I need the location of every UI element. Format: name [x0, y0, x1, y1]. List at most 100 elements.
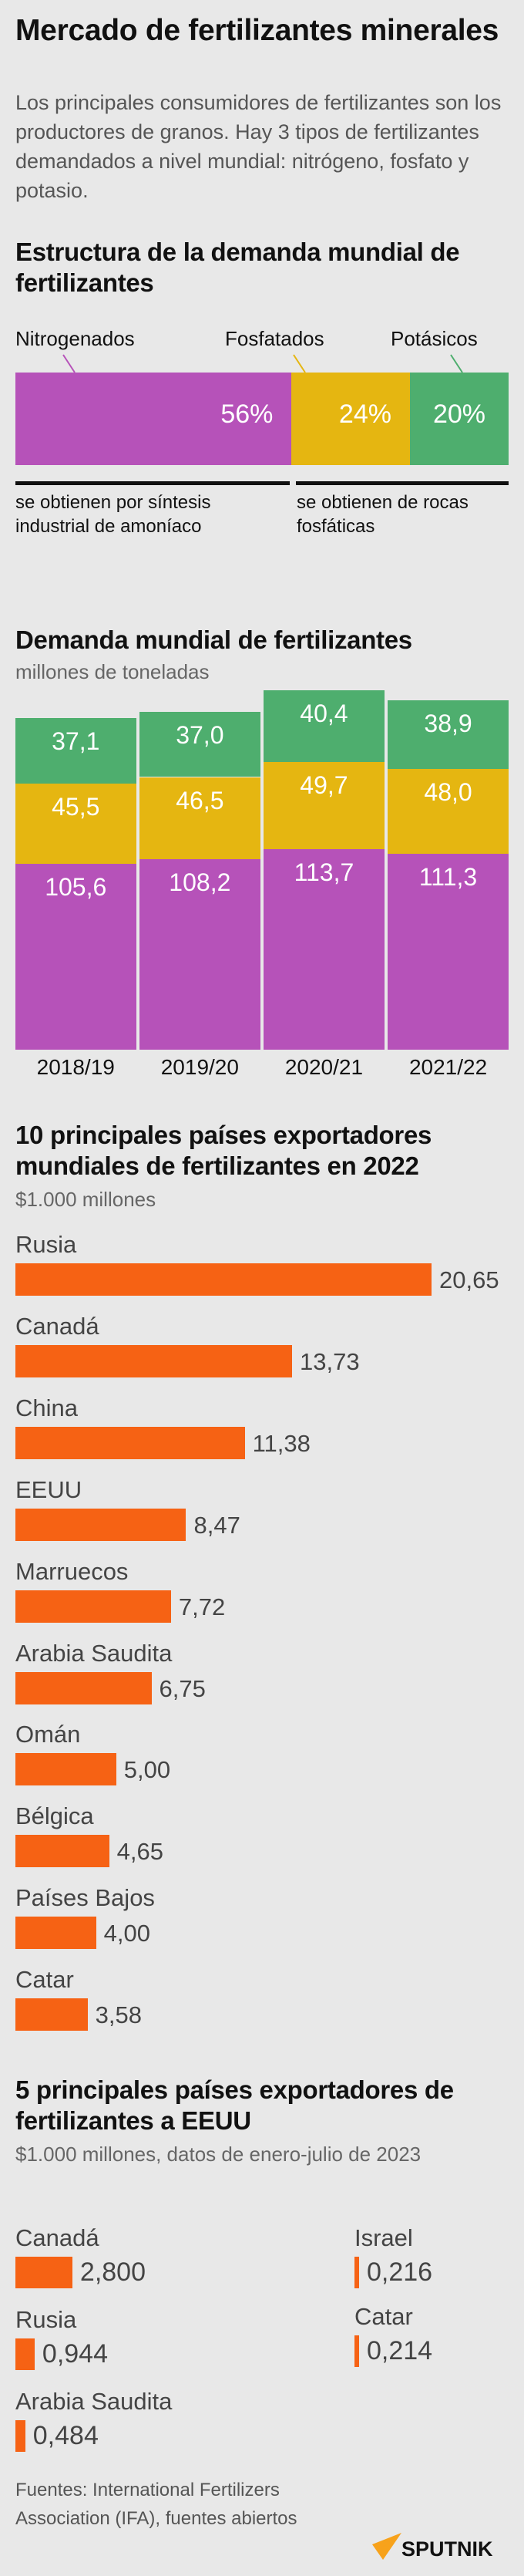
demand-bar-segment [15, 717, 136, 784]
demand-value-label: 37,0 [176, 720, 224, 749]
country-label: EEUU [15, 1475, 82, 1503]
demand-value-label: 108,2 [169, 868, 231, 896]
sources-note: Fuentes: International Fertilizers Assoc… [15, 2480, 297, 2529]
export-value: 20,65 [438, 1266, 499, 1293]
us-export-value: 0,216 [367, 2257, 433, 2287]
country-label: Catar [15, 1966, 74, 1994]
export-bar [15, 1426, 245, 1459]
structure-category-label: Potásicos [391, 327, 478, 350]
export-bar [15, 1998, 88, 2031]
demand-value-label: 37,1 [52, 727, 100, 755]
structure-percent-label: 20% [432, 400, 485, 429]
export-value: 11,38 [252, 1429, 311, 1457]
structure-segment-2 [410, 373, 509, 465]
export-value: 6,75 [159, 1674, 206, 1702]
demand-value-label: 113,7 [294, 858, 354, 887]
note-rocks: se obtienen de rocas fosfáticas [297, 492, 469, 537]
demand-value-label: 105,6 [45, 872, 107, 901]
note-synthesis: se obtienen por síntesis industrial de a… [15, 492, 211, 537]
export-bar [15, 1590, 171, 1623]
leader-line [62, 354, 76, 373]
demand-bar-segment [15, 783, 136, 864]
demand-bar-segment [264, 849, 385, 1050]
country-label: Rusia [15, 1231, 77, 1258]
us-export-bar [15, 2257, 72, 2288]
us-country-label: Catar [354, 2303, 413, 2330]
export-bar [15, 1753, 116, 1786]
export-bar [15, 1344, 293, 1377]
demand-value-label: 38,9 [424, 710, 472, 738]
demand-value-label: 46,5 [176, 786, 224, 814]
sputnik-logo: SPUTNIK [372, 2531, 511, 2562]
structure-segment-1 [291, 373, 410, 465]
exporters-chart-subtitle: $1.000 millones [15, 1188, 156, 1211]
demand-bar-segment [388, 853, 509, 1050]
demand-chart-title: Demanda mundial de fertilizantes [15, 625, 412, 654]
export-bar [15, 1917, 96, 1950]
export-value: 4,65 [116, 1838, 163, 1866]
export-bar [15, 1508, 186, 1541]
year-label: 2021/22 [408, 1055, 488, 1079]
demand-bar-segment [264, 761, 385, 850]
demand-value-label: 49,7 [300, 770, 348, 799]
us-country-label: Israel [354, 2224, 413, 2251]
us-export-bar [15, 2338, 35, 2370]
structure-percent-label: 56% [220, 400, 274, 429]
export-value: 4,00 [103, 1920, 150, 1947]
country-label: Marruecos [15, 1557, 129, 1585]
demand-bar-segment [139, 858, 260, 1050]
demand-bar-segment [15, 863, 136, 1050]
us-export-value: 0,484 [32, 2421, 99, 2450]
demand-bar-segment [388, 700, 509, 769]
us-export-value: 0,944 [42, 2339, 108, 2369]
country-label: Bélgica [15, 1802, 94, 1830]
us-exporters-chart-subtitle: $1.000 millones, datos de enero-julio de… [15, 2143, 422, 2166]
us-exporters-chart-title: 5 principales países exportadores de fer… [15, 2075, 454, 2135]
export-value: 13,73 [300, 1347, 360, 1375]
export-bar [15, 1671, 152, 1704]
demand-value-label: 111,3 [418, 862, 478, 891]
us-export-bar [354, 2257, 359, 2288]
demand-bar-segment [139, 711, 260, 777]
export-value: 8,47 [193, 1511, 240, 1539]
demand-bar-segment [139, 777, 260, 859]
export-value: 5,00 [123, 1756, 171, 1784]
us-country-label: Canadá [15, 2224, 99, 2251]
structure-percent-label: 24% [338, 400, 391, 429]
country-label: China [15, 1394, 78, 1421]
export-value: 3,58 [95, 2001, 142, 2029]
export-bar [15, 1263, 432, 1296]
demand-chart-subtitle: millones de toneladas [15, 660, 210, 683]
svg-text:SPUTNIK: SPUTNIK [401, 2537, 493, 2561]
year-label: 2019/20 [160, 1055, 239, 1079]
us-country-label: Arabia Saudita [15, 2388, 173, 2415]
demand-bar-segment [264, 690, 385, 762]
demand-bar-segment [388, 768, 509, 854]
year-label: 2018/19 [36, 1055, 115, 1079]
demand-value-label: 40,4 [300, 700, 348, 728]
leader-line [450, 354, 463, 373]
demand-value-label: 45,5 [52, 792, 100, 821]
structure-category-label: Nitrogenados [15, 327, 135, 350]
demand-value-label: 48,0 [424, 777, 472, 806]
export-value: 7,72 [178, 1593, 226, 1620]
country-label: Países Bajos [15, 1884, 155, 1912]
sputnik-logo-icon: SPUTNIK [372, 2533, 493, 2561]
structure-category-label: Fosfatados [225, 327, 324, 350]
country-label: Canadá [15, 1312, 99, 1340]
us-export-value: 0,214 [367, 2336, 433, 2365]
country-label: Arabia Saudita [15, 1639, 173, 1667]
export-bar [15, 1835, 109, 1868]
note-rule-left [15, 481, 290, 485]
us-export-value: 2,800 [79, 2257, 146, 2287]
us-export-bar [354, 2335, 359, 2367]
structure-chart-title: Estructura de la demanda mundial de fert… [15, 238, 460, 297]
exporters-chart-title: 10 principales países exportadores mundi… [15, 1121, 432, 1180]
country-label: Omán [15, 1721, 81, 1748]
leader-line [293, 354, 306, 373]
us-country-label: Rusia [15, 2306, 77, 2333]
us-export-bar [15, 2420, 25, 2452]
note-rule-right [296, 481, 509, 485]
structure-segment-0 [15, 373, 292, 465]
page-title: Mercado de fertilizantes minerales [15, 14, 499, 47]
